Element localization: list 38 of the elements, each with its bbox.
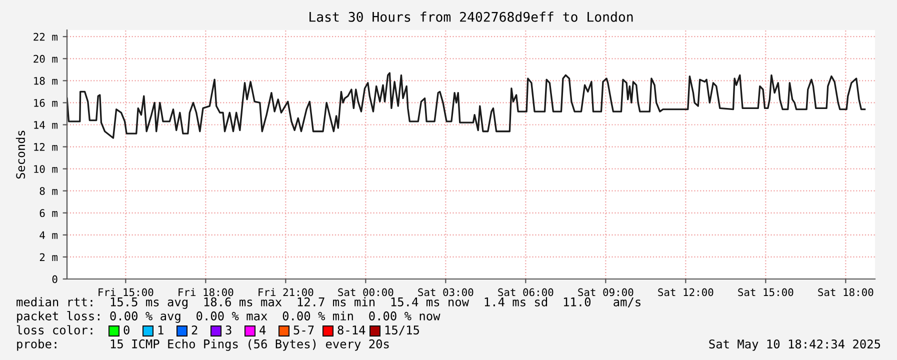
- y-tick-label: 12 m: [34, 143, 58, 151]
- y-tick-label: 18 m: [34, 76, 58, 85]
- y-tick-label: 4 m: [40, 231, 58, 239]
- y-tick-label: 20 m: [34, 54, 58, 63]
- x-tick-label: Sat 03:00: [418, 288, 474, 296]
- text: 1: [158, 326, 164, 334]
- y-tick-label: 16 m: [34, 98, 58, 107]
- chart-title: Last 30 Hours from 2402768d9eff to London: [310, 12, 633, 22]
- y-tick-label: 22 m: [34, 32, 58, 41]
- text: 2: [192, 325, 198, 334]
- x-tick-label: Sat 12:00: [658, 288, 714, 296]
- x-tick-label: Fri 21:00: [258, 288, 314, 296]
- text: median rtt: 15.5 ms avg 18.6 ms max 12.7 ms min 15.4 ms now 1.4 ms sd 11.0 am/s: [16, 297, 640, 309]
- x-tick-label: Fri 18:00: [178, 288, 234, 296]
- text: 8-14: [338, 325, 366, 334]
- y-tick-label: 0: [52, 275, 58, 284]
- y-tick-label: 10 m: [34, 165, 58, 173]
- y-tick-label: 14 m: [34, 121, 58, 129]
- y-tick-label: 8 m: [40, 187, 58, 195]
- text: loss color:: [16, 325, 92, 334]
- text: packet loss: 0.00 % avg 0.00 % max 0.00 % min 0.00 % now: [17, 311, 440, 323]
- x-tick-label: Sat 00:00: [338, 288, 394, 296]
- x-tick-label: Sat 15:00: [738, 288, 794, 296]
- y-axis-title: Seconds: [16, 130, 26, 179]
- x-tick-label: Sat 18:00: [818, 288, 874, 296]
- text: 3: [226, 325, 232, 334]
- line-series: [67, 72, 866, 139]
- y-tick-label: 2 m: [40, 253, 58, 261]
- y-tick-label: 6 m: [40, 209, 58, 218]
- text: 5-7: [294, 326, 314, 334]
- text: 15/15: [385, 326, 419, 336]
- x-tick-label: Sat 09:00: [578, 288, 634, 296]
- text: 0: [124, 325, 130, 334]
- text: Sat May 10 18:42:34 2025: [709, 339, 880, 351]
- x-tick-label: Sat 06:00: [498, 288, 554, 296]
- text: probe: 15 ICMP Echo Pings (56 Bytes) every 20s: [17, 339, 389, 351]
- x-tick-label: Fri 15:00: [98, 288, 154, 296]
- text: 4: [260, 326, 266, 334]
